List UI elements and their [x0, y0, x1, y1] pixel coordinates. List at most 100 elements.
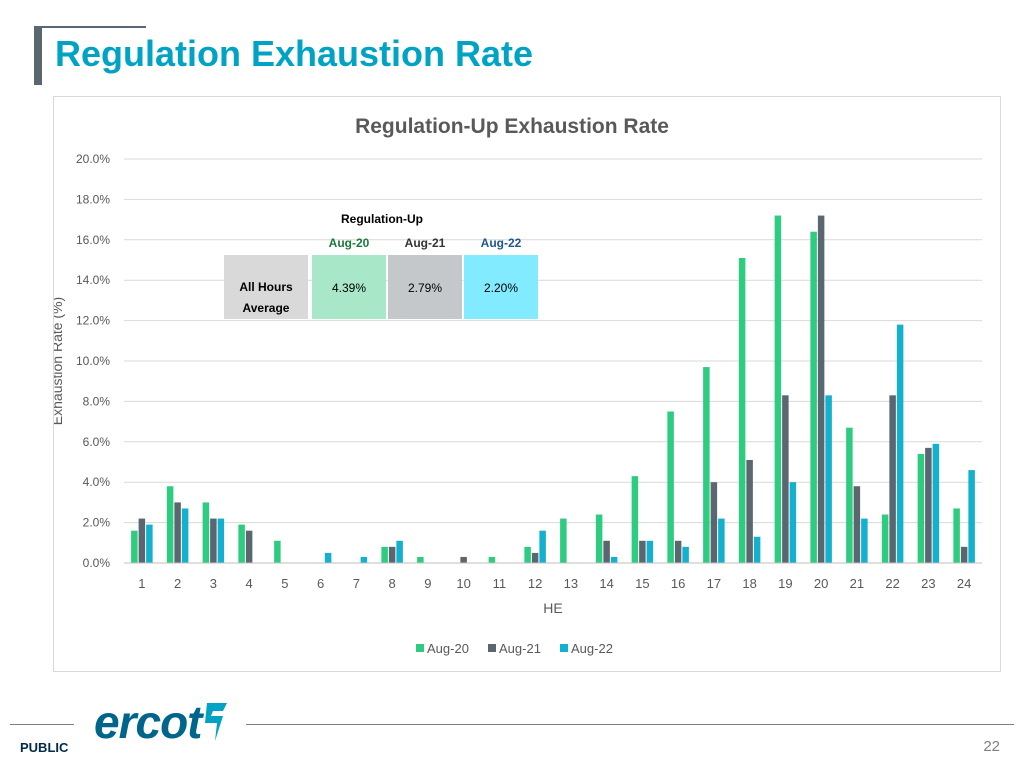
bar-aug-20: [417, 556, 424, 563]
bar-aug-22: [324, 552, 332, 563]
y-tick-label: 20.0%: [76, 152, 110, 166]
legend-swatch-aug-21: [488, 644, 496, 652]
summary-value: 4.39%: [332, 281, 366, 295]
x-tick-label: 13: [564, 576, 578, 591]
x-tick-label: 10: [456, 576, 470, 591]
bar-aug-20: [595, 514, 603, 563]
y-tick-label: 6.0%: [83, 435, 111, 449]
x-tick-label: 4: [246, 576, 253, 591]
page-number: 22: [983, 738, 1000, 755]
y-tick-label: 12.0%: [76, 314, 110, 328]
bar-aug-20: [810, 231, 817, 563]
logo-bolt-icon: [205, 703, 228, 741]
bar-aug-20: [917, 453, 925, 563]
bar-aug-20: [488, 556, 496, 563]
y-tick-label: 14.0%: [76, 273, 110, 287]
summary-value-cell: [312, 255, 386, 319]
bar-aug-22: [932, 443, 940, 563]
bar-aug-20: [131, 530, 138, 563]
bar-aug-20: [381, 546, 388, 563]
bar-aug-22: [718, 518, 725, 563]
x-tick-label: 11: [493, 576, 507, 591]
bar-aug-21: [210, 518, 217, 563]
summary-value: 2.20%: [484, 281, 518, 295]
y-tick-label: 8.0%: [83, 394, 111, 408]
x-tick-label: 12: [528, 576, 542, 591]
bar-aug-22: [610, 556, 618, 563]
bar-aug-20: [846, 427, 853, 563]
legend-label-aug-22: Aug-22: [571, 641, 613, 656]
bar-aug-22: [825, 395, 832, 563]
footer-divider-left: [10, 724, 74, 725]
x-tick-label: 22: [885, 576, 899, 591]
legend-label-aug-21: Aug-21: [499, 641, 541, 656]
summary-row-label: All Hours Average: [239, 280, 293, 315]
bar-aug-22: [217, 518, 225, 563]
bar-aug-21: [639, 540, 646, 563]
bar-aug-20: [738, 257, 746, 563]
x-tick-label: 24: [957, 576, 971, 591]
bar-aug-20: [560, 518, 567, 563]
bar-aug-22: [753, 536, 761, 563]
x-tick-label: 23: [921, 576, 935, 591]
bar-aug-21: [746, 459, 753, 563]
y-tick-label: 16.0%: [76, 233, 110, 247]
bar-aug-22: [682, 546, 689, 563]
x-tick-label: 17: [707, 576, 721, 591]
bar-aug-21: [460, 556, 467, 563]
x-tick-label: 15: [635, 576, 649, 591]
bar-aug-20: [953, 508, 960, 563]
bar-aug-20: [631, 476, 639, 563]
bar-aug-22: [896, 324, 904, 563]
x-tick-label: 14: [599, 576, 613, 591]
y-tick-label: 4.0%: [83, 475, 111, 489]
bar-aug-22: [146, 524, 153, 563]
bar-aug-21: [388, 546, 396, 563]
x-tick-label: 21: [850, 576, 864, 591]
bar-aug-21: [531, 552, 539, 563]
bar-aug-21: [853, 486, 861, 563]
x-tick-label: 6: [317, 576, 324, 591]
legend-swatch-aug-20: [416, 644, 424, 652]
summary-column-header: Aug-20: [329, 236, 370, 250]
bar-aug-22: [539, 530, 546, 563]
bar-aug-21: [817, 215, 825, 563]
bar-aug-21: [782, 395, 789, 563]
x-tick-label: 16: [671, 576, 685, 591]
summary-value: 2.79%: [408, 281, 442, 295]
bar-aug-20: [238, 524, 245, 563]
bar-aug-20: [774, 215, 782, 563]
bar-aug-21: [889, 395, 896, 563]
slide-title: Regulation Exhaustion Rate: [55, 33, 534, 74]
summary-value-cell: [464, 255, 538, 319]
y-axis-label: Exhaustion Rate (%): [54, 297, 65, 425]
ercot-logo: ercot: [94, 696, 231, 748]
title-accent-line: [34, 26, 146, 28]
bar-aug-20: [881, 514, 889, 563]
bar-aug-20: [274, 540, 281, 563]
x-tick-label: 7: [353, 576, 360, 591]
exhaustion-rate-chart: Regulation-Up Exhaustion Rate 0.0% 2.0% 4.0…: [54, 115, 982, 656]
bar-aug-20: [703, 367, 710, 563]
footer-classification: PUBLIC: [20, 740, 69, 755]
legend-swatch-aug-22: [560, 644, 568, 652]
x-axis-label: HE: [543, 600, 562, 616]
title-accent-bar: [34, 27, 42, 85]
bar-aug-20: [166, 486, 174, 563]
bar-aug-22: [181, 508, 189, 563]
summary-table-title: Regulation-Up: [341, 212, 423, 226]
bar-aug-22: [646, 540, 654, 563]
y-tick-label: 18.0%: [76, 192, 110, 206]
bar-aug-21: [138, 518, 146, 563]
summary-column-header: Aug-22: [481, 236, 522, 250]
bar-aug-20: [202, 502, 210, 563]
chart-title: Regulation-Up Exhaustion Rate: [355, 115, 669, 138]
x-tick-label: 8: [389, 576, 396, 591]
bar-aug-21: [925, 447, 932, 563]
summary-row-label-cell: [224, 255, 308, 319]
bar-aug-21: [960, 546, 968, 563]
x-tick-label: 3: [210, 576, 217, 591]
bar-aug-22: [789, 482, 797, 563]
x-tick-label: 18: [742, 576, 756, 591]
bar-aug-20: [524, 546, 531, 563]
